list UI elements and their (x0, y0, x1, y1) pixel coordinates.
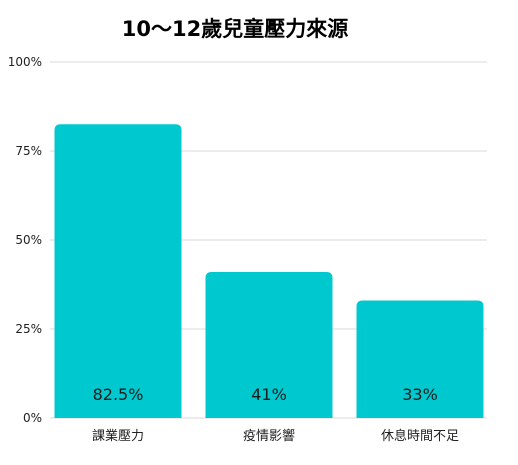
data-label: 33% (402, 385, 438, 404)
chart-title: 10～12歲兒童壓力來源 (122, 17, 348, 41)
y-tick-label: 75% (15, 144, 42, 158)
x-axis-ticks: 課業壓力 疫情影響 休息時間不足 (92, 428, 459, 444)
x-tick-label: 疫情影響 (243, 428, 295, 444)
bar-1 (54, 124, 182, 419)
y-tick-label: 25% (15, 322, 42, 336)
x-tick-label: 休息時間不足 (381, 428, 459, 444)
y-tick-label: 100% (8, 55, 42, 69)
y-axis-ticks: 0% 25% 50% 75% 100% (8, 55, 42, 425)
x-tick-label: 課業壓力 (92, 428, 144, 444)
bars (54, 124, 484, 419)
data-labels: 82.5% 41% 33% (93, 385, 438, 404)
bar-2 (205, 272, 333, 418)
bar-3 (356, 300, 484, 418)
data-label: 82.5% (93, 385, 144, 404)
y-tick-label: 0% (23, 411, 42, 425)
data-label: 41% (251, 385, 287, 404)
y-tick-label: 50% (15, 233, 42, 247)
